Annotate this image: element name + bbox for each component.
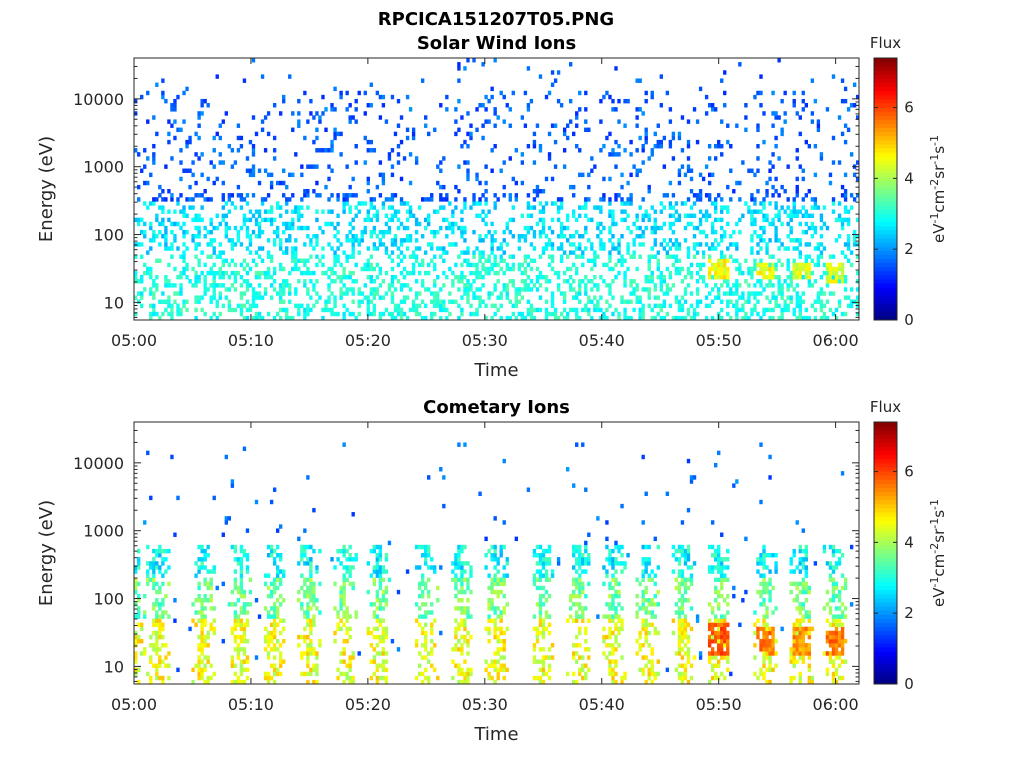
y-tick-label: 10000: [73, 454, 124, 473]
colorbar-unit-label: eV-1cm-2sr-1s-1: [928, 135, 948, 243]
colorbar-tick-label: 0: [904, 675, 914, 693]
x-tick-label: 05:50: [696, 331, 742, 350]
colorbar-tick-label: 2: [904, 604, 914, 622]
colorbar: 0 2 4 6 Flux eV-1cm-2sr-1s-1: [870, 398, 948, 693]
y-axis-label: Energy (eV): [36, 500, 57, 606]
x-tick-label: 05:20: [345, 331, 391, 350]
colorbar-unit-label: eV-1cm-2sr-1s-1: [928, 499, 948, 607]
x-tick-label: 05:00: [111, 331, 157, 350]
x-tick-label: 05:50: [696, 695, 742, 714]
y-tick-label: 100: [93, 590, 124, 609]
y-tick-label: 10: [104, 657, 124, 676]
y-tick-label: 10: [104, 293, 124, 312]
x-axis-label: Time: [473, 724, 518, 745]
colorbar-tick-label: 0: [904, 311, 914, 329]
heatmap-cells: [134, 58, 860, 321]
colorbar-tick-label: 4: [904, 533, 914, 551]
x-tick-label: 05:30: [462, 331, 508, 350]
colorbar-title: Flux: [870, 398, 901, 416]
colorbar-title: Flux: [870, 34, 901, 52]
heatmap-cells: [134, 442, 854, 685]
x-tick-label: 06:00: [813, 695, 859, 714]
figure-title: RPCICA151207T05.PNG: [378, 9, 614, 30]
colorbar-tick-label: 4: [904, 169, 914, 187]
axes-frame: [133, 57, 860, 321]
x-tick-label: 05:30: [462, 695, 508, 714]
colorbar: 0 2 4 6 Flux eV-1cm-2sr-1s-1: [870, 34, 948, 329]
colorbar-tick-label: 6: [904, 463, 914, 481]
panel-title: Cometary Ions: [423, 397, 570, 418]
x-tick-label: 06:00: [813, 331, 859, 350]
x-tick-label: 05:40: [579, 695, 625, 714]
axes-frame: [133, 421, 860, 685]
colorbar-tick-label: 6: [904, 99, 914, 117]
panel-title: Solar Wind Ions: [417, 33, 576, 54]
y-tick-label: 100: [93, 226, 124, 245]
colorbar-tick-label: 2: [904, 240, 914, 258]
y-axis-label: Energy (eV): [36, 136, 57, 242]
x-tick-label: 05:10: [228, 695, 274, 714]
x-axis-label: Time: [473, 360, 518, 381]
y-tick-label: 1000: [83, 158, 124, 177]
x-tick-label: 05:40: [579, 331, 625, 350]
y-tick-label: 1000: [83, 522, 124, 541]
y-tick-label: 10000: [73, 90, 124, 109]
panel-cometary-ions: 05:00 05:10 05:20 05:30 05:40 05:50 06:00 10 100…: [36, 397, 948, 745]
panel-solar-wind-ions: 05:00 05:10 05:20 05:30 05:40 05:50 06:00 10 100…: [36, 33, 948, 381]
x-tick-label: 05:10: [228, 331, 274, 350]
x-tick-label: 05:00: [111, 695, 157, 714]
x-tick-label: 05:20: [345, 695, 391, 714]
